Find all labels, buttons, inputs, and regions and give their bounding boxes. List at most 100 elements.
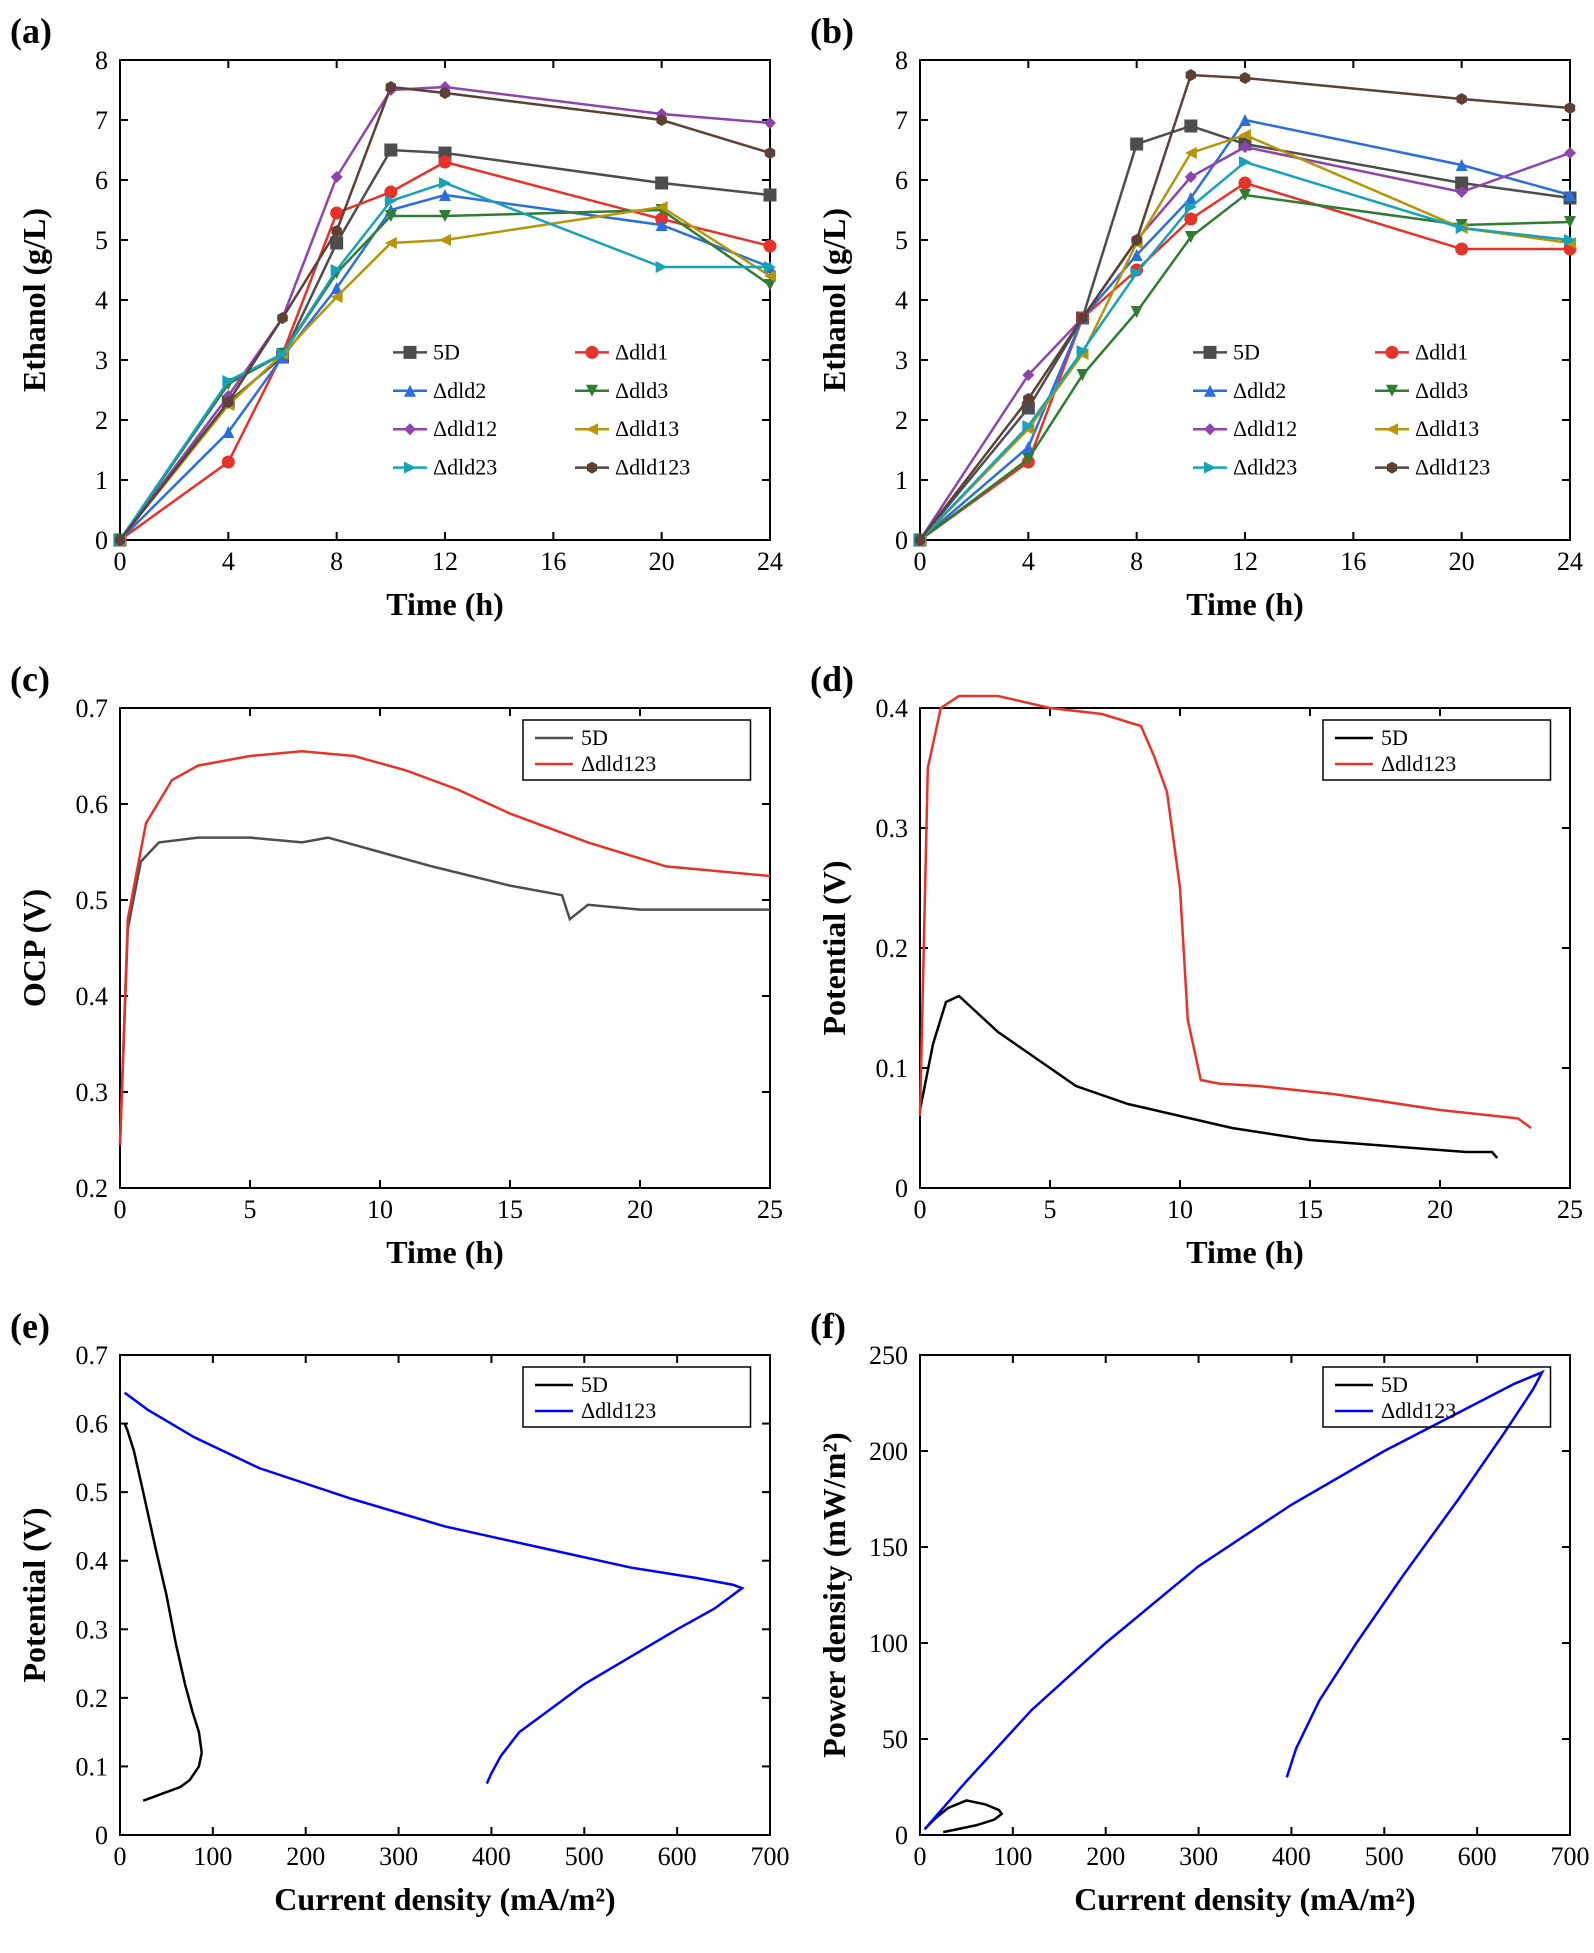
svg-text:4: 4 [222, 547, 235, 576]
svg-text:15: 15 [497, 1195, 523, 1224]
svg-text:0.4: 0.4 [876, 694, 909, 723]
svg-text:8: 8 [1130, 547, 1143, 576]
svg-text:0: 0 [914, 1842, 927, 1871]
panel-f: (f) 010020030040050060070005010015020025… [810, 1305, 1590, 1943]
svg-text:2: 2 [895, 406, 908, 435]
svg-text:50: 50 [882, 1725, 908, 1754]
svg-text:4: 4 [895, 286, 908, 315]
svg-text:0: 0 [95, 1821, 108, 1850]
svg-text:5: 5 [95, 226, 108, 255]
svg-text:Time (h): Time (h) [1186, 586, 1304, 622]
svg-text:Δdld3: Δdld3 [615, 378, 668, 403]
panel-a: (a) 04812162024012345678Time (h)Ethanol … [10, 10, 790, 648]
svg-text:0: 0 [895, 1821, 908, 1850]
svg-text:3: 3 [95, 346, 108, 375]
svg-text:5D: 5D [581, 725, 608, 750]
panel-label-b: (b) [810, 10, 854, 52]
panel-label-e: (e) [10, 1305, 50, 1347]
svg-text:5: 5 [895, 226, 908, 255]
svg-text:Δdld2: Δdld2 [433, 378, 486, 403]
svg-text:0.3: 0.3 [876, 814, 909, 843]
svg-text:0: 0 [95, 526, 108, 555]
svg-text:Time (h): Time (h) [386, 1234, 504, 1270]
svg-text:Ethanol (g/L): Ethanol (g/L) [816, 208, 852, 392]
svg-text:500: 500 [1365, 1842, 1404, 1871]
svg-text:Δdld13: Δdld13 [615, 416, 679, 441]
svg-text:Potential (V): Potential (V) [816, 860, 852, 1035]
svg-text:1: 1 [895, 466, 908, 495]
panel-label-c: (c) [10, 658, 50, 700]
svg-text:8: 8 [95, 46, 108, 75]
svg-text:0: 0 [914, 1195, 927, 1224]
svg-text:Δdld3: Δdld3 [1415, 378, 1468, 403]
svg-text:25: 25 [757, 1195, 783, 1224]
svg-text:0: 0 [114, 1842, 127, 1871]
figure-grid: (a) 04812162024012345678Time (h)Ethanol … [10, 10, 1584, 1943]
svg-text:16: 16 [540, 547, 566, 576]
svg-text:100: 100 [993, 1842, 1032, 1871]
svg-text:0.2: 0.2 [876, 934, 909, 963]
svg-text:24: 24 [757, 547, 783, 576]
svg-text:0.3: 0.3 [76, 1616, 109, 1645]
svg-text:10: 10 [367, 1195, 393, 1224]
svg-text:20: 20 [649, 547, 675, 576]
svg-text:12: 12 [1232, 547, 1258, 576]
svg-text:20: 20 [1427, 1195, 1453, 1224]
svg-text:16: 16 [1340, 547, 1366, 576]
svg-text:Δdld12: Δdld12 [1233, 416, 1297, 441]
svg-text:8: 8 [330, 547, 343, 576]
svg-text:0: 0 [895, 526, 908, 555]
svg-text:15: 15 [1297, 1195, 1323, 1224]
svg-text:Δdld13: Δdld13 [1415, 416, 1479, 441]
svg-text:0: 0 [895, 1174, 908, 1203]
svg-text:0.5: 0.5 [76, 886, 109, 915]
svg-text:0.6: 0.6 [76, 1410, 109, 1439]
svg-text:Δdld12: Δdld12 [433, 416, 497, 441]
svg-text:Time (h): Time (h) [1186, 1234, 1304, 1270]
chart-d: 051015202500.10.20.30.4Time (h)Potential… [810, 658, 1590, 1288]
chart-a: 04812162024012345678Time (h)Ethanol (g/L… [10, 10, 790, 640]
svg-text:Ethanol (g/L): Ethanol (g/L) [16, 208, 52, 392]
svg-text:400: 400 [472, 1842, 511, 1871]
chart-c: 05101520250.20.30.40.50.60.7Time (h)OCP … [10, 658, 790, 1288]
svg-text:200: 200 [286, 1842, 325, 1871]
svg-text:2: 2 [95, 406, 108, 435]
svg-text:4: 4 [1022, 547, 1035, 576]
svg-text:300: 300 [379, 1842, 418, 1871]
svg-text:0.6: 0.6 [76, 790, 109, 819]
chart-b: 04812162024012345678Time (h)Ethanol (g/L… [810, 10, 1590, 640]
svg-text:600: 600 [1458, 1842, 1497, 1871]
svg-text:Δdld123: Δdld123 [581, 1398, 656, 1423]
svg-text:0: 0 [914, 547, 927, 576]
svg-text:0: 0 [114, 1195, 127, 1224]
svg-text:250: 250 [869, 1341, 908, 1370]
svg-text:300: 300 [1179, 1842, 1218, 1871]
svg-text:Δdld1: Δdld1 [1415, 339, 1468, 364]
svg-text:20: 20 [1449, 547, 1475, 576]
svg-text:100: 100 [193, 1842, 232, 1871]
svg-text:0.2: 0.2 [76, 1684, 109, 1713]
chart-f: 0100200300400500600700050100150200250Cur… [810, 1305, 1590, 1935]
svg-text:Δdld2: Δdld2 [1233, 378, 1286, 403]
svg-text:Δdld123: Δdld123 [1415, 455, 1490, 480]
svg-text:5D: 5D [1381, 1372, 1408, 1397]
chart-e: 010020030040050060070000.10.20.30.40.50.… [10, 1305, 790, 1935]
svg-text:Current density (mA/m²): Current density (mA/m²) [1074, 1881, 1415, 1917]
svg-text:Δdld123: Δdld123 [1381, 751, 1456, 776]
svg-text:5D: 5D [1381, 725, 1408, 750]
svg-text:Δdld123: Δdld123 [615, 455, 690, 480]
panel-label-d: (d) [810, 658, 854, 700]
svg-text:Δdld23: Δdld23 [1233, 455, 1297, 480]
svg-text:0.5: 0.5 [76, 1478, 109, 1507]
svg-text:0.7: 0.7 [76, 1341, 109, 1370]
svg-text:0.3: 0.3 [76, 1078, 109, 1107]
svg-text:Δdld23: Δdld23 [433, 455, 497, 480]
panel-b: (b) 04812162024012345678Time (h)Ethanol … [810, 10, 1590, 648]
svg-text:600: 600 [658, 1842, 697, 1871]
svg-text:0: 0 [114, 547, 127, 576]
svg-text:24: 24 [1557, 547, 1583, 576]
svg-text:700: 700 [751, 1842, 790, 1871]
svg-text:700: 700 [1551, 1842, 1590, 1871]
svg-text:12: 12 [432, 547, 458, 576]
svg-text:Potential (V): Potential (V) [16, 1508, 52, 1683]
